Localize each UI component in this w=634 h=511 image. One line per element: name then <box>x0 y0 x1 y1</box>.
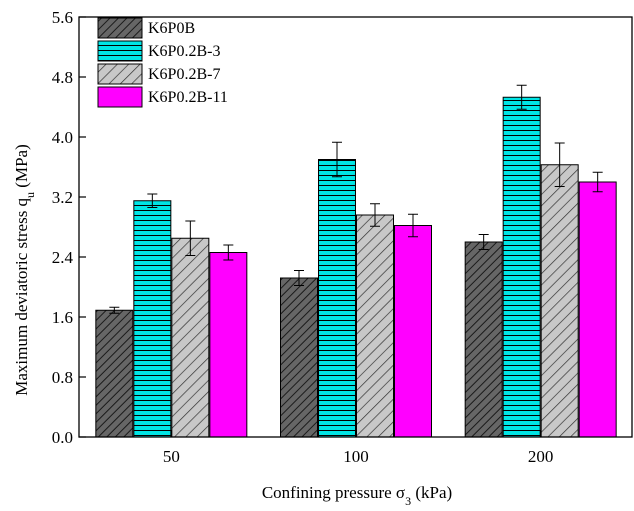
error-bars-group <box>109 84 603 314</box>
y-tick-label: 4.8 <box>52 68 73 87</box>
bar-k6p0-2b-3-100 <box>318 159 356 438</box>
bar-k6p0-2b-11-200 <box>578 181 617 438</box>
x-axis-ticks: 50 100 200 <box>163 430 554 466</box>
y-tick-label: 0.8 <box>52 368 73 387</box>
bar-k6p0b-50 <box>95 309 134 438</box>
bars-group <box>95 96 617 438</box>
y-axis-title: Maximum deviatoric stress qu (MPa) <box>12 144 37 396</box>
y-tick-label: 3.2 <box>52 188 73 207</box>
y-tick-label: 4.0 <box>52 128 73 147</box>
x-axis-title: Confining pressure σ3 (kPa) <box>262 483 452 508</box>
y-tick-label: 0.0 <box>52 428 73 447</box>
bar-k6p0b-100 <box>280 277 318 438</box>
legend-swatch <box>97 40 143 62</box>
legend: K6P0B K6P0.2B-3 K6P0.2B-7 K6P0.2B-11 <box>97 17 228 108</box>
legend-label: K6P0.2B-3 <box>148 43 220 60</box>
bar-k6p0-2b-7-100 <box>356 214 394 438</box>
bar-k6p0-2b-3-50 <box>133 200 172 438</box>
bar-k6p0-2b-7-50 <box>171 237 210 438</box>
x-tick-label: 50 <box>163 447 180 466</box>
legend-swatch <box>97 63 143 85</box>
legend-swatch <box>97 17 143 39</box>
y-tick-label: 1.6 <box>52 308 73 327</box>
legend-label: K6P0B <box>148 20 195 37</box>
y-axis-ticks: 0.0 0.8 1.6 2.4 3.2 4.0 4.8 5.6 <box>52 8 86 447</box>
bar-k6p0-2b-11-100 <box>394 225 432 438</box>
bar-k6p0-2b-7-200 <box>540 164 579 438</box>
legend-label: K6P0.2B-7 <box>148 66 220 83</box>
y-tick-label: 2.4 <box>52 248 74 267</box>
legend-label: K6P0.2B-11 <box>148 89 228 106</box>
bar-k6p0-2b-3-200 <box>502 96 541 438</box>
bar-k6p0b-200 <box>464 241 503 438</box>
x-tick-label: 100 <box>343 447 369 466</box>
legend-swatch <box>97 86 143 108</box>
bar-k6p0-2b-11-50 <box>209 252 248 438</box>
x-tick-label: 200 <box>528 447 554 466</box>
y-tick-label: 5.6 <box>52 8 73 27</box>
